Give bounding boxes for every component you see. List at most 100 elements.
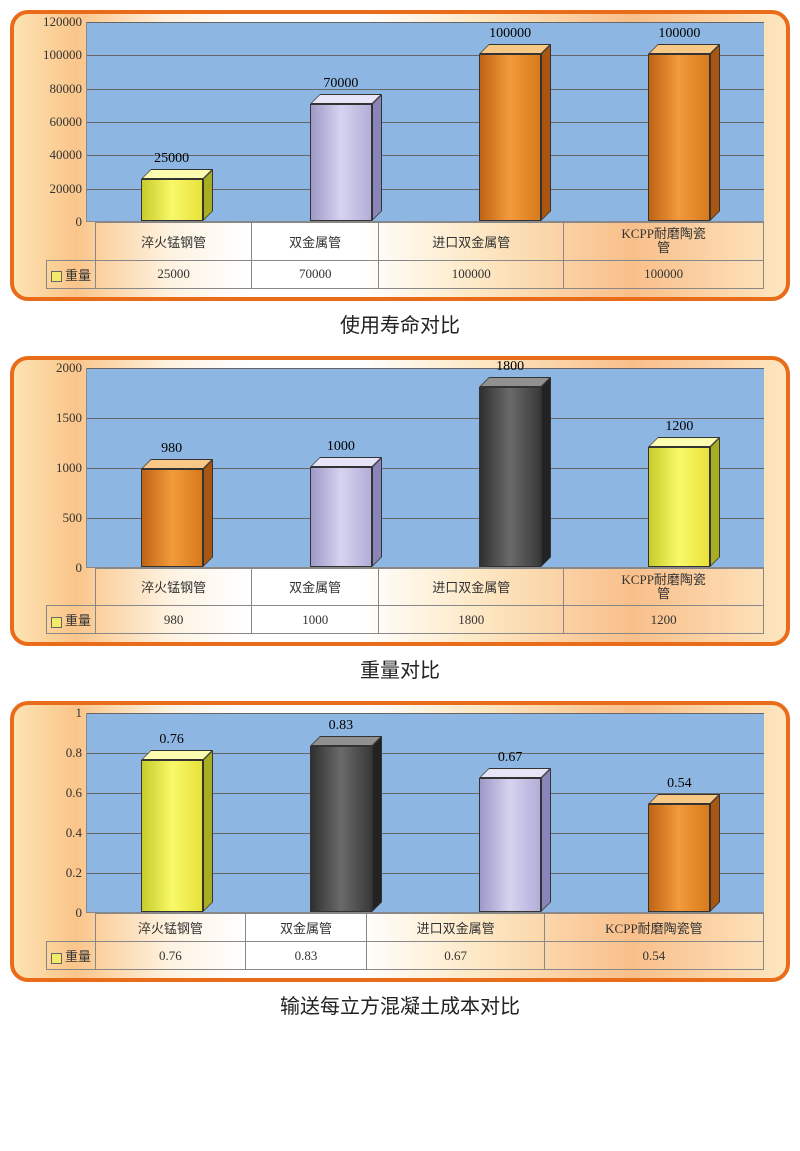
y-axis-label: 2000 xyxy=(32,360,82,376)
value-cell: 25000 xyxy=(96,260,252,288)
bar-top-face xyxy=(648,437,720,447)
y-axis-label: 0 xyxy=(32,905,82,921)
bar-slot: 0.76 xyxy=(87,713,256,912)
chart-frame: 0500100015002000980100018001200淬火锰钢管双金属管… xyxy=(10,356,790,647)
value-cell: 70000 xyxy=(252,260,379,288)
bar-slot: 100000 xyxy=(426,22,595,221)
category-cell: KCPP耐磨陶瓷管 xyxy=(564,568,764,606)
legend-label: 重量 xyxy=(65,613,91,628)
y-axis-label: 0.2 xyxy=(32,865,82,881)
bar-side-face xyxy=(203,750,213,912)
value-cell: 1000 xyxy=(252,606,379,634)
y-axis-label: 1500 xyxy=(32,410,82,426)
bar-side-face xyxy=(372,457,382,567)
chart-title: 重量对比 xyxy=(10,654,790,683)
value-cell: 980 xyxy=(96,606,252,634)
legend-swatch xyxy=(51,617,62,628)
bar-side-face xyxy=(710,794,720,912)
legend-cell: 重量 xyxy=(47,606,96,634)
legend-swatch xyxy=(51,271,62,282)
value-cell: 100000 xyxy=(564,260,764,288)
bar: 980 xyxy=(141,469,203,567)
bars-row: 25000 70000 100000 100000 xyxy=(87,22,764,221)
bar-front xyxy=(310,746,372,912)
y-axis-label: 1 xyxy=(32,705,82,721)
bar-value-label: 100000 xyxy=(489,26,531,42)
category-cell: 淬火锰钢管 xyxy=(96,568,252,606)
y-axis-label: 0 xyxy=(32,214,82,230)
bar-side-face xyxy=(372,736,382,912)
bar-front xyxy=(310,467,372,567)
y-axis-label: 1000 xyxy=(32,460,82,476)
y-axis-label: 0 xyxy=(32,560,82,576)
bar-top-face xyxy=(141,750,213,760)
bar-value-label: 1800 xyxy=(496,359,524,375)
bar: 100000 xyxy=(648,54,710,221)
bar-slot: 0.67 xyxy=(426,713,595,912)
y-axis-label: 60000 xyxy=(32,114,82,130)
bar-front xyxy=(479,778,541,912)
bar-slot: 1800 xyxy=(426,368,595,567)
bar-value-label: 1000 xyxy=(327,439,355,455)
y-axis-label: 0.4 xyxy=(32,825,82,841)
value-cell: 100000 xyxy=(379,260,564,288)
category-cell: 双金属管 xyxy=(252,223,379,261)
bar: 0.54 xyxy=(648,804,710,912)
bar-slot: 980 xyxy=(87,368,256,567)
category-cell: KCPP耐磨陶瓷管 xyxy=(564,223,764,261)
bar-top-face xyxy=(141,169,213,179)
bar-slot: 0.83 xyxy=(256,713,425,912)
y-axis-label: 120000 xyxy=(32,14,82,30)
value-cell: 0.83 xyxy=(245,942,367,970)
category-cell: 进口双金属管 xyxy=(379,568,564,606)
bar-value-label: 0.54 xyxy=(667,776,692,792)
bar-side-face xyxy=(372,94,382,221)
value-cell: 0.54 xyxy=(544,942,763,970)
value-cell: 0.67 xyxy=(367,942,544,970)
bar-slot: 70000 xyxy=(256,22,425,221)
bar-side-face xyxy=(203,169,213,221)
bar: 1800 xyxy=(479,387,541,567)
bar-side-face xyxy=(710,437,720,567)
bar-value-label: 70000 xyxy=(323,76,358,92)
bar-slot: 0.54 xyxy=(595,713,764,912)
bar: 0.76 xyxy=(141,760,203,912)
y-axis-label: 100000 xyxy=(32,47,82,63)
bar: 25000 xyxy=(141,179,203,221)
bar-value-label: 0.76 xyxy=(159,732,184,748)
plot-area: 00.20.40.60.810.760.830.670.54 xyxy=(86,713,764,913)
category-cell: 进口双金属管 xyxy=(367,914,544,942)
bar: 0.67 xyxy=(479,778,541,912)
bar-value-label: 1200 xyxy=(665,419,693,435)
chart-container-1: 0500100015002000980100018001200淬火锰钢管双金属管… xyxy=(10,356,790,684)
category-cell: 双金属管 xyxy=(252,568,379,606)
bar-front xyxy=(310,104,372,221)
bar-front xyxy=(479,54,541,221)
bars-row: 0.76 0.83 0.67 0.54 xyxy=(87,713,764,912)
bar-value-label: 25000 xyxy=(154,151,189,167)
bar-side-face xyxy=(203,459,213,567)
bar-top-face xyxy=(310,736,382,746)
chart-frame: 00.20.40.60.810.760.830.670.54淬火锰钢管双金属管进… xyxy=(10,701,790,982)
plot-area: 0500100015002000980100018001200 xyxy=(86,368,764,568)
bar-front xyxy=(141,179,203,221)
data-table: 淬火锰钢管双金属管进口双金属管KCPP耐磨陶瓷管重量25000700001000… xyxy=(46,222,764,289)
bar-front xyxy=(141,469,203,567)
y-axis-label: 0.8 xyxy=(32,745,82,761)
bar-front xyxy=(479,387,541,567)
charts-page: 0200004000060000800001000001200002500070… xyxy=(10,10,790,1019)
bar-slot: 100000 xyxy=(595,22,764,221)
category-cell: 进口双金属管 xyxy=(379,223,564,261)
legend-cell: 重量 xyxy=(47,260,96,288)
plot-area: 0200004000060000800001000001200002500070… xyxy=(86,22,764,222)
y-axis-label: 20000 xyxy=(32,181,82,197)
legend-label: 重量 xyxy=(65,949,91,964)
category-cell: KCPP耐磨陶瓷管 xyxy=(544,914,763,942)
value-cell: 0.76 xyxy=(96,942,246,970)
bar-top-face xyxy=(141,459,213,469)
bar-slot: 1000 xyxy=(256,368,425,567)
bar-slot: 1200 xyxy=(595,368,764,567)
y-axis-label: 80000 xyxy=(32,81,82,97)
category-cell: 淬火锰钢管 xyxy=(96,914,246,942)
y-axis-label: 500 xyxy=(32,510,82,526)
